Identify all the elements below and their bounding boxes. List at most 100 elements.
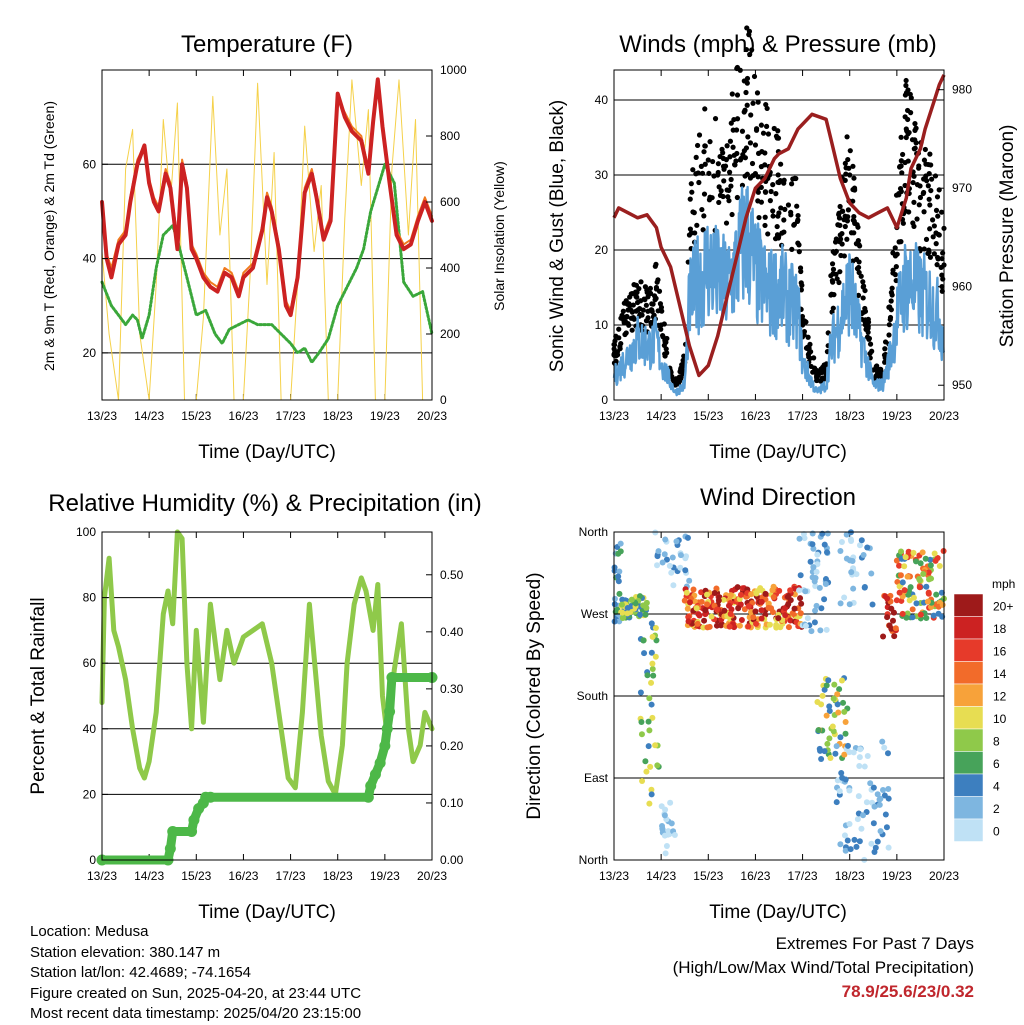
direction-point [643,768,650,775]
temperature-y2label: Solar Insolation (Yellow) [491,161,507,311]
y-tick-label: 40 [83,722,97,736]
direction-point [748,609,755,616]
gust-point [629,327,635,333]
gust-point [933,230,939,236]
gust-point [862,317,869,323]
gust-point [890,267,896,273]
direction-point [647,763,654,770]
gust-point [905,87,911,93]
direction-point [899,610,906,617]
station-latlon: Station lat/lon: 42.4689; -74.1654 [30,964,252,981]
direction-point [649,633,656,640]
gust-point [831,292,837,298]
gust-point [935,213,941,219]
gust-point [743,145,750,151]
direction-point [615,578,622,585]
gust-point [798,268,804,275]
gust-point [734,116,741,122]
y2-tick-label: 200 [440,327,460,341]
y-tick-label: South [577,689,608,703]
gust-point [723,220,730,226]
gust-point [801,332,807,338]
gust-point [720,163,727,169]
direction-point [669,554,676,561]
gust-point [867,341,874,347]
gust-point [658,304,665,311]
gust-point [903,82,909,89]
direction-point [796,535,803,542]
direction-point [838,677,845,684]
gust-point [911,173,917,179]
gust-point [934,194,941,200]
gust-point [927,226,933,232]
gust-point [791,221,798,227]
gust-point [930,234,936,240]
direction-point [671,832,678,839]
direction-point [643,599,650,606]
legend-label: 4 [993,779,1000,793]
gust-point [755,99,761,105]
gust-point [710,158,716,165]
humidity-panel: Relative Humidity (%) & Precipitation (i… [28,490,482,923]
direction-point [641,650,648,657]
gust-point [771,125,777,132]
direction-point [925,590,932,597]
direction-point [826,703,833,710]
gust-point [781,180,787,186]
y2-tick-label: 0 [440,393,447,407]
gust-point [689,189,695,195]
gust-point [873,373,879,379]
direction-point [823,682,830,689]
direction-point [662,806,669,813]
direction-point [646,800,653,807]
y2-tick-label: 0.10 [440,796,464,810]
precip-point [362,791,374,803]
gust-point [855,292,862,298]
gust-point [795,240,801,246]
gust-point [765,131,772,137]
direction-point [871,803,878,810]
direction-point [684,605,691,612]
gust-point [633,282,640,288]
direction-point [640,637,647,644]
gust-point [860,279,866,285]
legend-swatch [953,683,984,707]
direction-point [926,576,933,583]
gust-point [839,241,845,247]
direction-point [834,777,841,784]
gust-point [755,198,761,204]
direction-point [662,536,669,543]
gust-point [762,189,769,195]
gust-point [680,357,686,363]
precip-point [374,757,386,769]
direction-point [667,799,674,806]
direction-point [934,554,941,561]
gust-point [906,129,912,136]
direction-point [861,763,868,770]
y2-tick-label: 0.00 [440,853,464,867]
gust-point [702,143,708,149]
y-tick-label: 40 [83,252,97,266]
direction-point [854,816,861,823]
direction-point [924,598,931,605]
direction-point [821,596,828,603]
direction-point [823,549,830,556]
gust-point [935,256,941,262]
direction-point [789,610,796,617]
direction-point [939,601,946,608]
gust-point [744,80,750,86]
gust-point [847,172,853,178]
x-tick-label: 16/23 [740,869,770,883]
direction-point [833,743,840,750]
direction-point [853,843,860,850]
direction-point [652,653,659,660]
precip-point [365,780,377,792]
gust-point [843,165,849,171]
direction-point [654,562,661,569]
gust-point [893,264,899,270]
y-tick-label: North [579,525,608,539]
direction-point [624,604,631,611]
gust-point [696,132,703,138]
direction-point [775,615,782,622]
gust-point [758,184,764,191]
